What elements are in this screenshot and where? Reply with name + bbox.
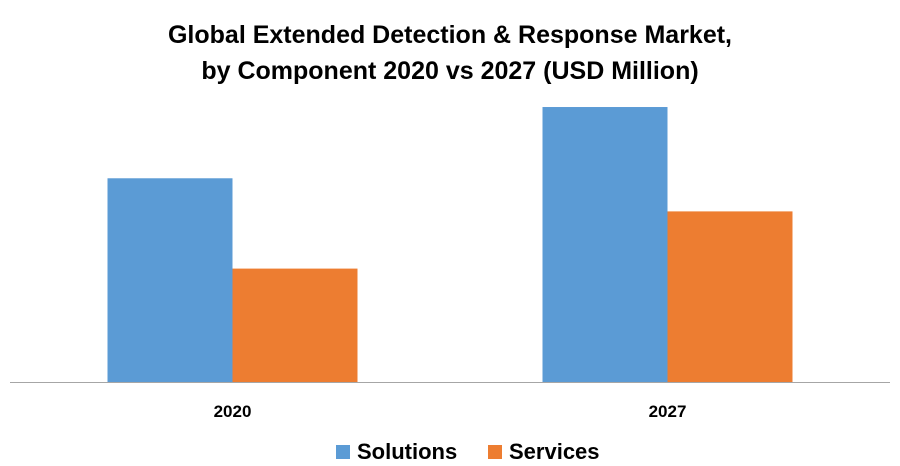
bar-services-2027 bbox=[667, 211, 793, 382]
x-tick-label-2027: 2027 bbox=[649, 402, 687, 421]
legend-label-services: Services bbox=[509, 439, 600, 464]
chart-title-line-2: by Component 2020 vs 2027 (USD Million) bbox=[201, 57, 699, 85]
x-tick-label-2020: 2020 bbox=[214, 402, 252, 421]
bar-services-2020 bbox=[232, 268, 358, 382]
bar-solutions-2020 bbox=[107, 178, 233, 382]
legend-label-solutions: Solutions bbox=[357, 439, 457, 464]
legend-swatch-services bbox=[488, 445, 502, 459]
chart-title-line-1: Global Extended Detection & Response Mar… bbox=[167, 21, 732, 49]
bar-solutions-2027 bbox=[542, 107, 668, 383]
legend-swatch-solutions bbox=[336, 445, 350, 459]
